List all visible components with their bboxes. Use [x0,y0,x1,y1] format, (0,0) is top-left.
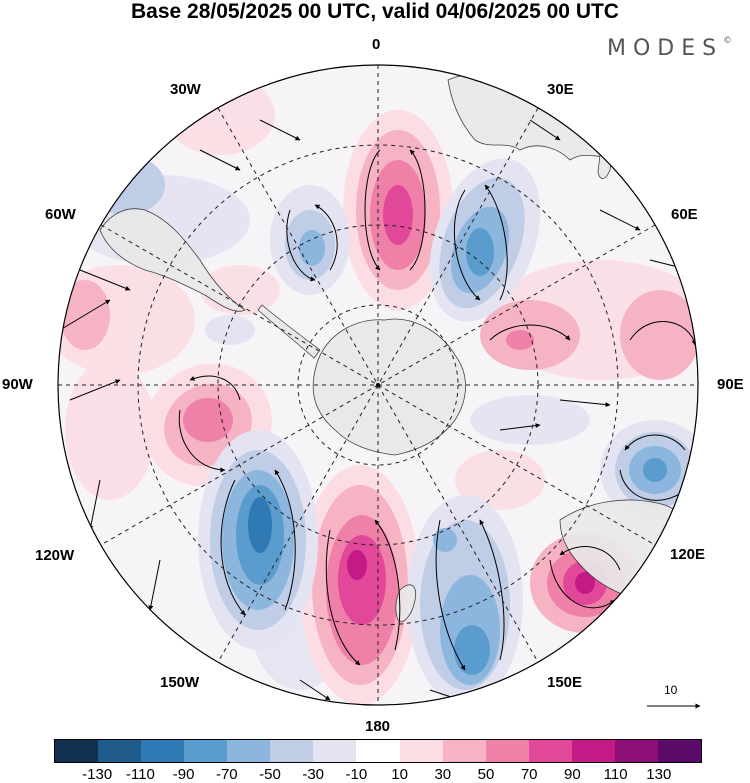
colorbar-tick-label: -10 [345,766,368,783]
colorbar-tick-label: -30 [302,766,325,783]
colorbar-tick-label: -70 [215,766,238,783]
lon-label-60e: 60E [671,206,698,223]
colorbar-swatch [356,740,400,762]
colorbar-swatch [528,740,572,762]
lon-label-90w: 90W [2,376,33,393]
colorbar-swatch [485,740,529,762]
positive-anomaly-centres [60,110,698,705]
antarctic-peninsula [257,304,321,359]
copyright-mark: © [723,35,733,46]
colorbar-tick-label: 110 [603,766,628,783]
lon-label-120e: 120E [670,546,706,563]
logo-text: MODES [607,36,724,61]
lon-label-120w: 120W [35,547,75,564]
colorbar-swatch [442,740,486,762]
antarctica [312,318,466,456]
lon-label-30e: 30E [547,81,574,98]
colorbar-ticks: -130 -110 -90 -70 -50 -30 -10 10 30 50 70 90 110 130 [0,766,750,783]
modes-logo: MODES© [607,36,732,61]
colorbar-tick-label: -50 [259,766,281,783]
map-border [57,64,699,706]
colorbar-tick-label: 30 [434,766,452,783]
colorbar-tick-label: 70 [520,766,538,783]
south-america [99,208,246,312]
new-zealand [395,584,417,622]
colorbar-tick-label: 130 [646,766,672,783]
colorbar-swatch [614,740,658,762]
colorbar-swatch [313,740,357,762]
colorbar-swatch [571,740,615,762]
map-title: Base 28/05/2025 00 UTC, valid 04/06/2025… [131,0,619,23]
colorbar-swatch [98,740,142,762]
colorbar-swatch [55,740,99,762]
lon-label-60w: 60W [45,206,76,223]
lon-label-150w: 150W [160,674,200,691]
colorbar [54,739,702,763]
colorbar-swatch [227,740,271,762]
colorbar-swatch [184,740,228,762]
reference-vector-label: 10 [664,683,678,697]
lon-label-90e: 90E [717,376,744,393]
lon-label-180: 180 [365,718,391,735]
colorbar-swatch [141,740,185,762]
pole-marker [376,383,380,387]
colorbar-swatch [270,740,314,762]
colorbar-tick-label: -110 [125,766,155,783]
lon-label-30w: 30W [170,81,201,98]
lon-label-150e: 150E [547,674,583,691]
colorbar-tick-label: 10 [391,766,408,783]
colorbar-tick-label: -130 [82,766,113,783]
colorbar-swatch [399,740,443,762]
negative-anomaly-centres [85,155,698,705]
colorbar-swatch [657,740,701,762]
colorbar-tick-label: 50 [477,766,495,783]
colorbar-tick-label: 90 [564,766,581,783]
colorbar-tick-label: -90 [172,766,195,783]
lon-label-0: 0 [372,36,381,53]
